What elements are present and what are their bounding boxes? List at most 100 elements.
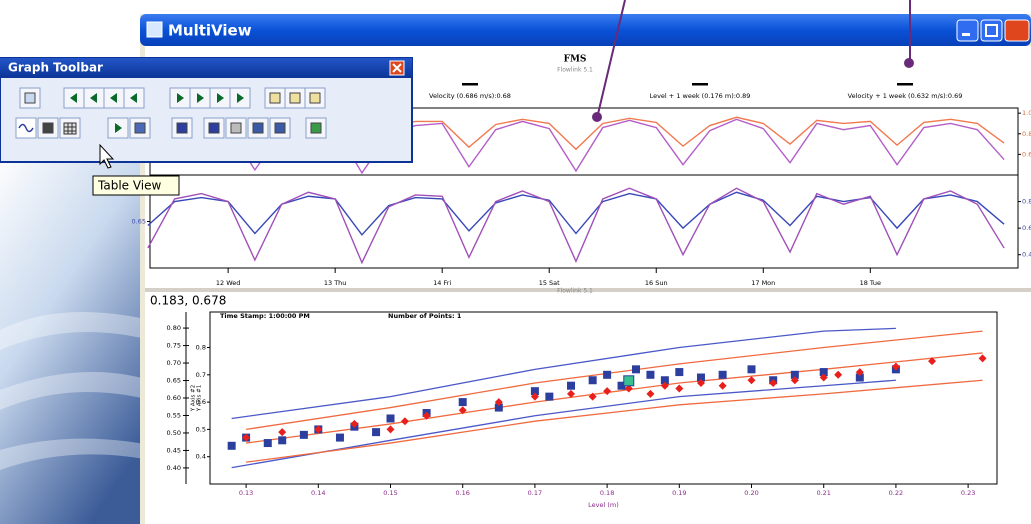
point [567,389,576,398]
toolbar-title-bar [0,58,412,78]
point [545,392,554,401]
chart-subtitle: Flowlink 5.1 [557,67,593,74]
button-glyph [217,93,224,103]
point [299,430,308,439]
x-tick-label: 0.15 [383,489,397,497]
y2-tick-label: 0.45 [167,446,181,454]
title-bar [140,14,1031,46]
point [588,376,597,385]
point [646,389,655,398]
point [278,428,287,437]
callout-dot [592,112,602,122]
y-tick-label: 0.8 [1022,130,1031,138]
window-title: MultiView [168,22,252,40]
point [718,370,727,379]
x-tick-label: 0.23 [961,489,975,497]
button-glyph [269,92,281,104]
minimize-button[interactable] [956,19,979,42]
x-tick-label: 15 Sat [539,279,560,287]
button-glyph [309,92,321,104]
plot-frame [209,311,998,485]
maximize-button[interactable] [980,19,1003,42]
x-tick-label: 18 Tue [860,279,881,287]
point [855,368,864,377]
chart-title: FMS [564,55,587,65]
cursor-readout: 0.183, 0.678 [150,294,226,308]
x-tick-label: 16 Sun [645,279,668,287]
point [458,398,467,407]
x-tick-label: 17 Mon [751,279,775,287]
point [603,387,612,396]
envelope-line [231,379,896,469]
close-button[interactable] [1004,19,1030,42]
button-glyph [115,123,122,133]
x-tick-label: 0.19 [672,489,686,497]
callouts [592,0,914,122]
point [227,441,236,450]
button-glyph [230,122,242,134]
legend-bar [462,83,478,86]
point [263,439,272,448]
point [747,365,756,374]
callout-line [597,0,626,115]
y2-tick-label: 0.60 [167,394,181,402]
button-glyph [130,93,137,103]
x-axis-label: Level (m) [588,501,619,509]
button-glyph [63,122,77,135]
y-tick-label: 0.4 [196,453,206,461]
button-glyph [252,122,264,134]
point [386,425,395,434]
envelope-line [231,327,896,420]
point [624,384,633,393]
y-tick-label: 0.6 [1022,150,1031,158]
button-glyph [70,93,77,103]
minimize-glyph [962,33,970,36]
desktop [0,150,150,524]
button-glyph [176,122,188,134]
mouse-cursor [99,143,115,169]
y-tick-label: 1.0 [1022,109,1031,117]
point [588,392,597,401]
point [769,378,778,387]
point [617,381,626,390]
button-glyph [177,93,184,103]
envelope-line [246,379,983,463]
point [400,417,409,426]
point [386,414,395,423]
app-icon [146,21,163,38]
annotation: Number of Points: 1 [388,312,462,320]
point [458,406,467,415]
point [494,403,503,412]
legend-bar [692,83,708,86]
x-tick-label: 0.13 [239,489,253,497]
point [567,381,576,390]
point [834,370,843,379]
point [603,370,612,379]
point [675,368,684,377]
point [646,370,655,379]
y2-tick-label: 0.65 [167,377,181,385]
button-glyph [237,93,244,103]
point [928,357,937,366]
annotation: Time Stamp: 1:00:00 PM [220,312,310,320]
toolbar-title: Graph Toolbar [8,61,103,75]
tooltip-text: Table View [97,179,162,193]
button-glyph [134,122,146,134]
y2-tick-label: 0.50 [167,429,181,437]
point [790,370,799,379]
graph-toolbar: Graph Toolbar [0,57,413,163]
chart-subtitle: Flowlink 5.1 [557,288,593,295]
point [631,365,640,374]
point [696,373,705,382]
button-glyph [42,122,54,134]
point [855,373,864,382]
y2-tick-label: 0.70 [167,359,181,367]
x-tick-label: 0.20 [744,489,758,497]
series-line [147,187,1005,265]
x-tick-label: 0.21 [816,489,830,497]
button-glyph [274,122,286,134]
maximize-glyph [985,24,998,37]
button-glyph [90,93,97,103]
scatter-chart: Flowlink 5.1 0.183, 0.678 Time Stamp: 1:00… [150,288,998,509]
